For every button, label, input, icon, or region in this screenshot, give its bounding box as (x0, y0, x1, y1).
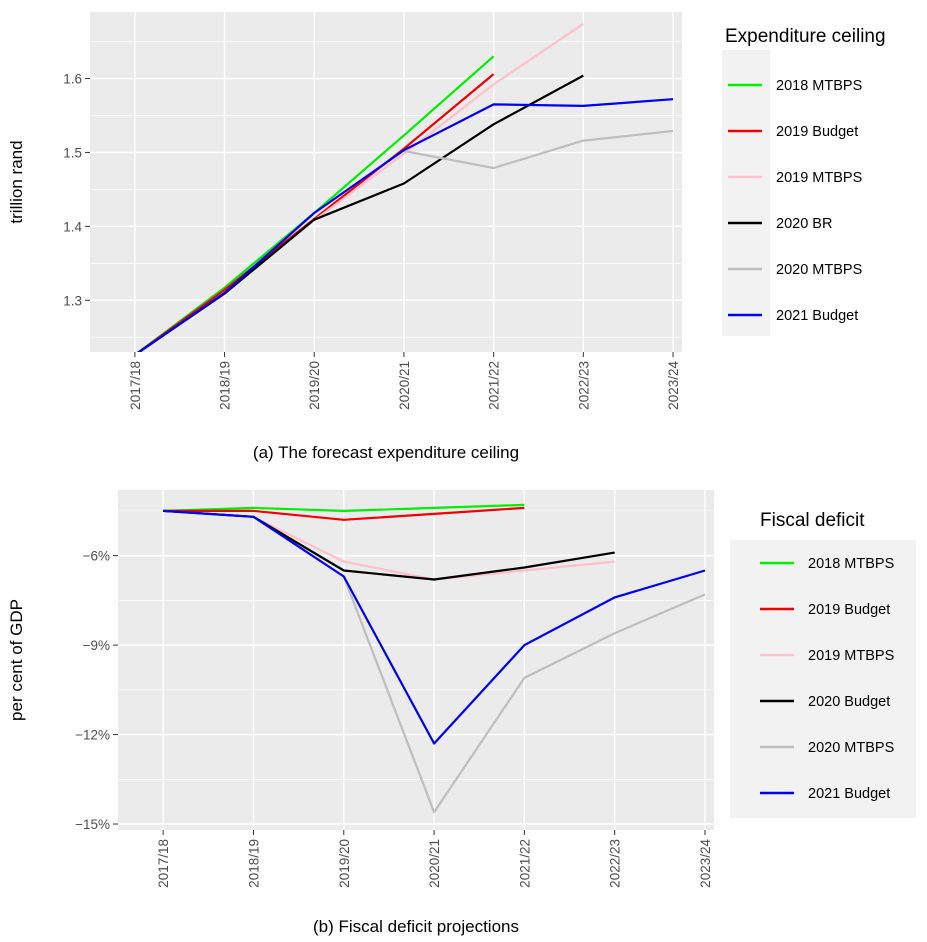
chart-b: −15% −12% −9% −6% 2017/18 2018/19 2019/20 2020/… (7, 490, 916, 936)
x-tick-label: 2020/21 (427, 839, 442, 888)
legend-item-label: 2019 MTBPS (776, 170, 862, 186)
chart-caption: (a) The forecast expenditure ceiling (253, 443, 519, 462)
x-tick-label: 2018/19 (218, 361, 233, 410)
series-line-2021-budget (137, 98, 674, 352)
legend-item-label: 2020 BR (776, 216, 832, 232)
x-tick-label: 2019/20 (337, 839, 352, 888)
series-line-2019-mtbps (313, 22, 584, 222)
legend-item-label: 2020 Budget (808, 694, 890, 710)
chart-a: 1.3 1.4 1.5 1.6 2017/18 2018/19 2019/20 2020/21… (7, 12, 886, 462)
series-line-2020-mtbps (403, 129, 674, 170)
plot-background (90, 12, 682, 352)
x-tick-label: 2021/22 (517, 839, 532, 888)
y-tick-label: 1.3 (63, 293, 82, 308)
y-tick-label: 1.4 (63, 219, 82, 234)
series-line-2018-mtbps (163, 503, 525, 512)
y-tick-label: −6% (83, 549, 110, 564)
y-tick-label: −15% (75, 817, 110, 832)
legend-item-label: 2019 Budget (776, 124, 858, 140)
y-axis-title: trillion rand (7, 140, 26, 223)
x-tick-label: 2020/21 (397, 361, 412, 410)
chart-caption: (b) Fiscal deficit projections (313, 917, 519, 936)
x-tick-label: 2017/18 (156, 839, 171, 888)
series-group (136, 22, 674, 352)
series-line-2021-budget (163, 509, 706, 745)
series-line-2020-mtbps (342, 576, 706, 814)
x-tick-label: 2021/22 (487, 361, 502, 410)
y-axis-title: per cent of GDP (7, 599, 26, 721)
x-tick-label: 2022/23 (576, 361, 591, 410)
series-group (163, 503, 706, 814)
y-tick-label: −12% (75, 728, 110, 743)
x-tick-label: 2019/20 (307, 361, 322, 410)
legend-item-label: 2020 MTBPS (776, 262, 862, 278)
legend-title: Fiscal deficit (760, 510, 865, 531)
legend-key-background (722, 50, 770, 336)
legend-item-label: 2019 MTBPS (808, 648, 894, 664)
legend-key-background (730, 540, 916, 818)
legend-item-label: 2018 MTBPS (808, 556, 894, 572)
x-tick-label: 2017/18 (128, 361, 143, 410)
legend-item-label: 2019 Budget (808, 602, 890, 618)
x-tick-label: 2023/24 (666, 361, 681, 410)
series-line-2019-budget (163, 506, 525, 521)
legend-item-label: 2018 MTBPS (776, 78, 862, 94)
legend-item-label: 2021 Budget (808, 786, 890, 802)
legend-title: Expenditure ceiling (725, 26, 886, 47)
x-tick-label: 2018/19 (246, 839, 261, 888)
legend-item-label: 2021 Budget (776, 308, 858, 324)
y-tick-label: 1.6 (63, 72, 82, 87)
x-tick-label: 2023/24 (698, 839, 713, 888)
legend-item-label: 2020 MTBPS (808, 740, 894, 756)
y-tick-label: 1.5 (63, 145, 82, 160)
y-tick-label: −9% (83, 638, 110, 653)
x-tick-label: 2022/23 (608, 839, 623, 888)
